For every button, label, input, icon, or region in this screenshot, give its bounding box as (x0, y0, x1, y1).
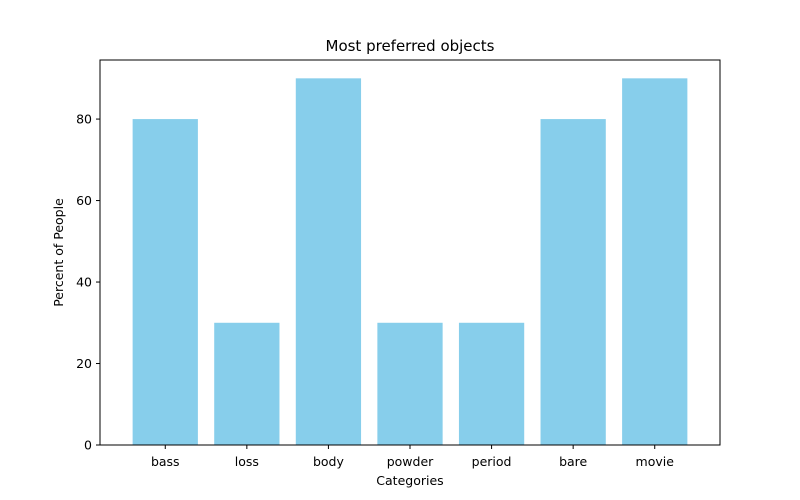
y-tick-label-0: 0 (84, 438, 92, 453)
y-tick-label-80: 80 (76, 112, 92, 127)
chart-title: Most preferred objects (326, 37, 495, 55)
bar-loss (214, 322, 280, 445)
x-tick-label-powder: powder (387, 454, 434, 469)
bar-bass (132, 119, 198, 446)
bar-powder (377, 322, 443, 445)
bar-movie (622, 78, 688, 445)
x-tick-label-movie: movie (636, 454, 675, 469)
y-tick-label-20: 20 (76, 356, 92, 371)
x-tick-label-body: body (313, 454, 345, 469)
y-tick-label-40: 40 (76, 275, 92, 290)
y-axis-label: Percent of People (51, 198, 66, 307)
x-axis: bass loss body powder period bare movie (151, 445, 674, 469)
bar-period (458, 322, 525, 445)
x-axis-label: Categories (376, 473, 443, 488)
y-axis: 0 20 40 60 80 (76, 112, 100, 453)
y-tick-label-60: 60 (76, 193, 92, 208)
bars-group (132, 78, 688, 446)
x-tick-label-bass: bass (151, 454, 180, 469)
bar-body (295, 78, 362, 445)
x-tick-label-period: period (472, 454, 512, 469)
x-tick-label-bare: bare (559, 454, 587, 469)
x-tick-label-loss: loss (235, 454, 259, 469)
bar-bare (540, 119, 606, 446)
